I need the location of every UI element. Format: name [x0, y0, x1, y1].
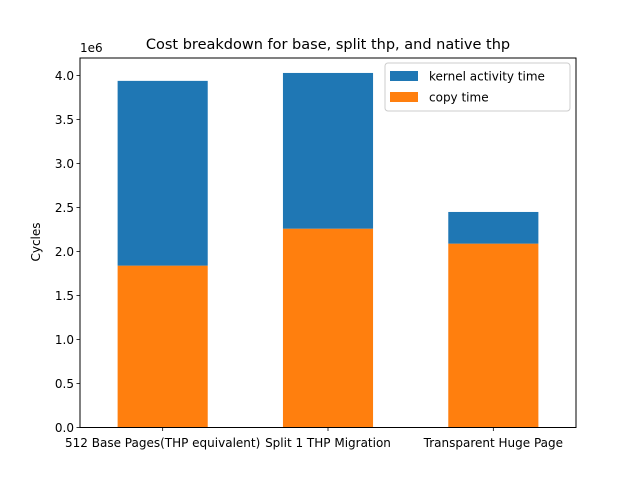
- x-tick-label: 512 Base Pages(THP equivalent): [65, 436, 260, 450]
- x-axis: 512 Base Pages(THP equivalent) Split 1 TH…: [65, 427, 563, 450]
- y-tick-label: 3.0: [55, 157, 74, 171]
- y-tick-label: 4.0: [55, 69, 74, 83]
- chart-title: Cost breakdown for base, split thp, and …: [146, 37, 510, 53]
- y-tick-label: 0.5: [55, 377, 74, 391]
- bar-kernel-activity-time-1: [282, 72, 374, 229]
- legend: kernel activity time copy time: [384, 62, 571, 112]
- y-tick-label: 1.5: [55, 289, 74, 303]
- bars-group: [117, 72, 539, 428]
- legend-label: copy time: [429, 91, 489, 105]
- legend-box: [384, 62, 571, 112]
- y-axis-label: Cycles: [29, 222, 43, 261]
- legend-swatch: [390, 71, 418, 81]
- bar-kernel-activity-time-0: [117, 80, 208, 266]
- bar-copy-time-1: [282, 228, 374, 428]
- y-tick-label: 2.0: [55, 245, 74, 259]
- y-axis: 0.0 0.5 1.0 1.5 2.0 2.5 3.0 3.5 4.0: [55, 69, 80, 435]
- y-axis-offset-label: 1e6: [80, 41, 103, 55]
- bar-copy-time-0: [117, 265, 208, 428]
- y-tick-label: 3.5: [55, 113, 74, 127]
- plot-frame: [79, 57, 577, 428]
- x-tick-label: Split 1 THP Migration: [265, 436, 391, 450]
- x-tick-label: Transparent Huge Page: [423, 436, 563, 450]
- y-tick-label: 2.5: [55, 201, 74, 215]
- legend-swatch: [390, 92, 418, 102]
- bar-copy-time-2: [448, 243, 539, 428]
- y-tick-label: 1.0: [55, 333, 74, 347]
- y-tick-label: 0.0: [55, 421, 74, 435]
- bar-kernel-activity-time-2: [448, 211, 539, 244]
- legend-label: kernel activity time: [429, 70, 545, 84]
